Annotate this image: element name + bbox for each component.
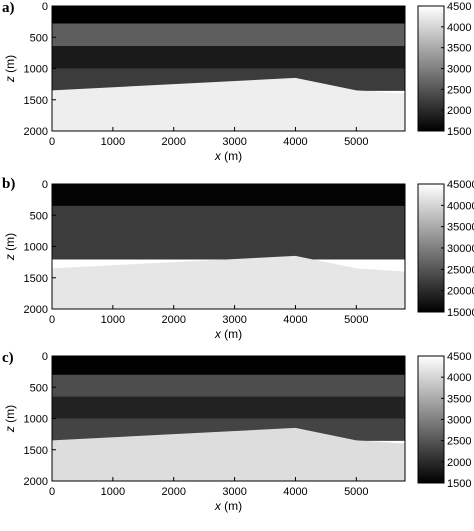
panel-label: a) bbox=[2, 0, 15, 16]
y-tick-label: 0 bbox=[42, 351, 48, 363]
layer bbox=[52, 46, 405, 69]
panel-2: c) 0 1000 2000 3000 4000 5000 0 500 1000 1500 2000 x… bbox=[2, 350, 471, 513]
colorbar-tick-label: 2500 bbox=[447, 436, 471, 448]
colorbar-tick-label: 20000 bbox=[447, 286, 474, 298]
layer bbox=[52, 374, 405, 398]
y-tick-label: 500 bbox=[30, 210, 48, 222]
x-tick-label: 2000 bbox=[161, 486, 185, 498]
colorbar-tick-label: 1500 bbox=[447, 126, 471, 138]
x-tick-label: 4000 bbox=[283, 314, 307, 326]
layer bbox=[52, 205, 405, 260]
basement-layer bbox=[52, 77, 405, 131]
panel-label: c) bbox=[2, 350, 14, 366]
x-axis-label: x (m) bbox=[214, 149, 242, 163]
y-tick-label: 500 bbox=[30, 382, 48, 394]
colorbar-tick-label: 4000 bbox=[447, 22, 471, 34]
y-tick-label: 2000 bbox=[24, 476, 48, 488]
colorbar-tick-label: 3000 bbox=[447, 415, 471, 427]
x-tick-label: 0 bbox=[49, 314, 55, 326]
colorbar-tick-label: 45000 bbox=[447, 179, 474, 191]
heatmap-area bbox=[52, 356, 405, 481]
x-tick-label: 2000 bbox=[161, 136, 185, 148]
x-tick-label: 4000 bbox=[283, 486, 307, 498]
x-tick-label: 5000 bbox=[344, 486, 368, 498]
colorbar-tick-label: 1500 bbox=[447, 478, 471, 490]
colorbar-tick-label: 4000 bbox=[447, 372, 471, 384]
x-tick-label: 4000 bbox=[283, 136, 307, 148]
x-tick-label: 5000 bbox=[344, 136, 368, 148]
x-tick-label: 0 bbox=[49, 136, 55, 148]
colorbar-tick-label: 35000 bbox=[447, 222, 474, 234]
layer bbox=[52, 356, 405, 376]
x-tick-label: 3000 bbox=[222, 314, 246, 326]
colorbar-tick-label: 2000 bbox=[447, 105, 471, 117]
y-tick-label: 1000 bbox=[24, 64, 48, 76]
layer bbox=[52, 23, 405, 47]
heatmap-area bbox=[52, 184, 405, 309]
colorbar-tick-label: 30000 bbox=[447, 243, 474, 255]
colorbar-tick-label: 15000 bbox=[447, 307, 474, 319]
y-tick-label: 500 bbox=[30, 32, 48, 44]
panel-label: b) bbox=[2, 176, 15, 192]
y-tick-label: 2000 bbox=[24, 304, 48, 316]
colorbar-tick-label: 3500 bbox=[447, 43, 471, 55]
y-axis-label: z (m) bbox=[3, 55, 17, 83]
y-tick-label: 1000 bbox=[24, 242, 48, 254]
colorbar-tick-label: 3000 bbox=[447, 64, 471, 76]
x-tick-label: 1000 bbox=[101, 136, 125, 148]
colorbar bbox=[417, 183, 445, 313]
y-tick-label: 2000 bbox=[24, 126, 48, 138]
panel-0: a) 0 1000 2000 3000 4000 5000 0 500 1000 1500 2000 x… bbox=[2, 0, 471, 163]
y-axis-label: z (m) bbox=[3, 233, 17, 261]
y-axis-label: z (m) bbox=[3, 405, 17, 433]
y-tick-label: 1500 bbox=[24, 445, 48, 457]
y-tick-label: 0 bbox=[42, 179, 48, 191]
colorbar-tick-label: 4500 bbox=[447, 351, 471, 363]
x-tick-label: 3000 bbox=[222, 486, 246, 498]
x-tick-label: 1000 bbox=[101, 486, 125, 498]
basement-layer bbox=[52, 427, 405, 481]
heatmap-area bbox=[52, 6, 405, 131]
x-axis-label: x (m) bbox=[214, 327, 242, 341]
basement-layer bbox=[52, 255, 405, 309]
x-tick-label: 3000 bbox=[222, 136, 246, 148]
layer bbox=[52, 396, 405, 419]
x-axis-label: x (m) bbox=[214, 499, 242, 513]
panel-1: b) 0 1000 2000 3000 4000 5000 0 500 1000 1500 2000 x… bbox=[2, 176, 474, 341]
y-tick-label: 1500 bbox=[24, 273, 48, 285]
x-tick-label: 0 bbox=[49, 486, 55, 498]
colorbar-tick-label: 40000 bbox=[447, 200, 474, 212]
layer bbox=[52, 6, 405, 24]
colorbar-tick-label: 2500 bbox=[447, 84, 471, 96]
y-tick-label: 1000 bbox=[24, 414, 48, 426]
x-tick-label: 1000 bbox=[101, 314, 125, 326]
layer bbox=[52, 184, 405, 207]
colorbar-tick-label: 4500 bbox=[447, 1, 471, 13]
y-tick-label: 0 bbox=[42, 1, 48, 13]
colorbar-tick-label: 2000 bbox=[447, 457, 471, 469]
y-tick-label: 1500 bbox=[24, 95, 48, 107]
colorbar bbox=[417, 355, 445, 484]
colorbar-tick-label: 25000 bbox=[447, 264, 474, 276]
x-tick-label: 2000 bbox=[161, 314, 185, 326]
colorbar bbox=[417, 5, 445, 132]
x-tick-label: 5000 bbox=[344, 314, 368, 326]
colorbar-tick-label: 3500 bbox=[447, 393, 471, 405]
